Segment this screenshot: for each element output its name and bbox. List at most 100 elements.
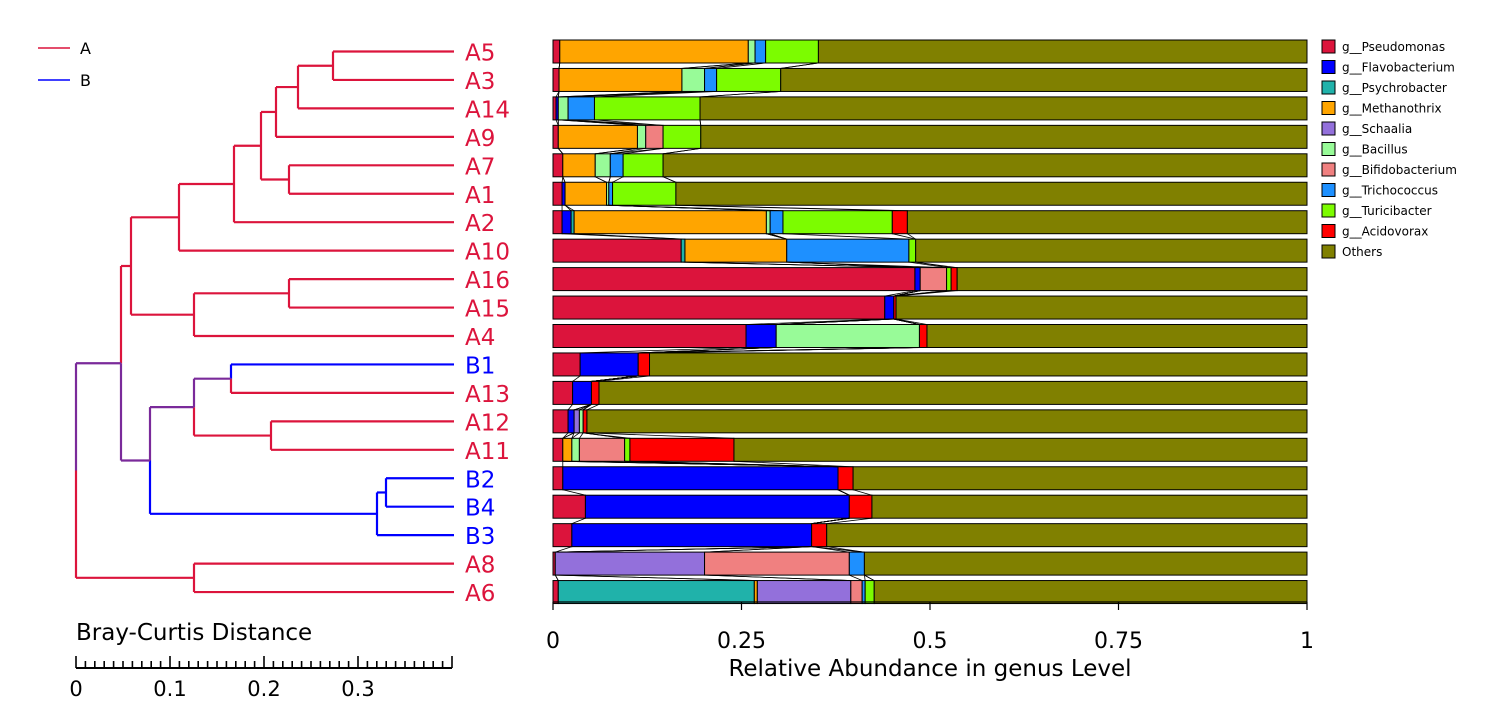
connector-line (786, 261, 947, 268)
bar-segment (573, 409, 580, 434)
bar-segment (765, 210, 771, 235)
bar-segment (871, 494, 1308, 519)
bar-segment (571, 437, 580, 462)
sample-label: A10 (465, 240, 510, 266)
connector-line (776, 318, 894, 325)
connector-line (582, 404, 592, 411)
bar-segment (578, 409, 584, 434)
group-legend-label: A (80, 39, 91, 58)
bar-segment (629, 437, 735, 462)
bar-segment (552, 124, 559, 149)
bar-segment (552, 39, 561, 64)
bar-segment (769, 210, 784, 235)
connector-line (896, 318, 928, 325)
bar-segment (826, 523, 1308, 548)
legend-label: g__Acidovorax (1342, 225, 1428, 239)
bar-segment (557, 124, 638, 149)
connector-line (574, 233, 685, 240)
bar-segment (926, 324, 1308, 348)
bar-segment (680, 238, 686, 263)
bar-segment (586, 409, 1308, 434)
bar-segment (884, 295, 895, 320)
bar-segment (582, 409, 588, 434)
bar-segment (552, 494, 586, 519)
sample-label: A4 (465, 325, 495, 351)
bar-segment (956, 267, 1308, 292)
connector-line (864, 574, 875, 581)
connector-line (571, 432, 580, 439)
x-tick-label: 0.75 (1094, 629, 1143, 654)
connector-line (704, 574, 851, 581)
legend-swatch (1321, 203, 1336, 218)
bar-segment (552, 352, 581, 377)
sample-label: A9 (465, 126, 495, 152)
bar-segment (584, 494, 850, 519)
connector-line (595, 147, 638, 155)
bar-segment (578, 437, 626, 462)
bar-segment (571, 523, 813, 548)
bar-segment (552, 380, 574, 405)
legend-swatch (1321, 39, 1336, 54)
legend-swatch (1321, 183, 1336, 197)
tree-axis-tick-label: 0.3 (341, 677, 374, 701)
legend-label: g__Trichococcus (1342, 184, 1438, 198)
connector-line (568, 91, 705, 98)
connector-line (572, 375, 581, 382)
connector-line (629, 460, 839, 468)
group-legend-label: B (80, 71, 91, 90)
bar-segment (552, 181, 563, 206)
legend-label: g__Bacillus (1342, 143, 1408, 157)
bar-segment (863, 551, 1308, 576)
bar-segment (700, 124, 1308, 149)
bar-segment (704, 67, 718, 92)
bar-segment (558, 67, 683, 92)
legend-label: g__Psychrobacter (1342, 81, 1447, 95)
bar-segment (557, 96, 569, 121)
bar-segment (895, 295, 1308, 320)
bar-segment (552, 295, 886, 320)
tree-axis-tick-label: 0 (69, 677, 82, 701)
sample-label: A1 (465, 183, 495, 209)
connector-line (612, 176, 624, 183)
bar-segment (864, 580, 875, 605)
connector-line (571, 432, 575, 439)
series-legend: g__Pseudomonas g__Flavobacterium g__Psychr… (1321, 39, 1457, 259)
connector-line (864, 575, 866, 581)
bar-segment (552, 210, 563, 235)
bar-segment (552, 466, 564, 491)
connector-line (555, 546, 812, 553)
bar-segment (567, 409, 575, 434)
connector-line (896, 290, 958, 297)
connector-line (561, 176, 564, 183)
connector-line (733, 460, 854, 468)
bar-segment (552, 238, 682, 263)
connector-line (826, 546, 865, 553)
bar-segment (552, 409, 569, 434)
bar-segment (624, 437, 631, 462)
bar-segment (662, 153, 1308, 178)
connector-line (586, 404, 600, 411)
x-tick-label: 0.25 (717, 629, 766, 654)
bar-segment (918, 324, 928, 348)
bar-segment (765, 39, 819, 64)
connector-line (826, 517, 872, 525)
bar-segment (780, 67, 1308, 92)
sample-label: A2 (465, 211, 495, 237)
bar-segment (782, 210, 893, 235)
connector-line (595, 176, 607, 183)
connector-line (554, 574, 559, 581)
connector-line (580, 347, 747, 354)
connector-line (716, 62, 766, 69)
sample-label: A7 (465, 154, 495, 180)
bar-segment (950, 267, 958, 292)
tree-axis-tick-label: 0.2 (247, 677, 280, 701)
connector-line (555, 546, 572, 553)
connector-line (893, 318, 920, 325)
connector-line (782, 233, 909, 240)
bar-segment (915, 238, 1308, 263)
x-tick-label: 0.5 (913, 629, 948, 654)
connector-line (684, 261, 921, 268)
sample-label: A5 (465, 41, 495, 67)
